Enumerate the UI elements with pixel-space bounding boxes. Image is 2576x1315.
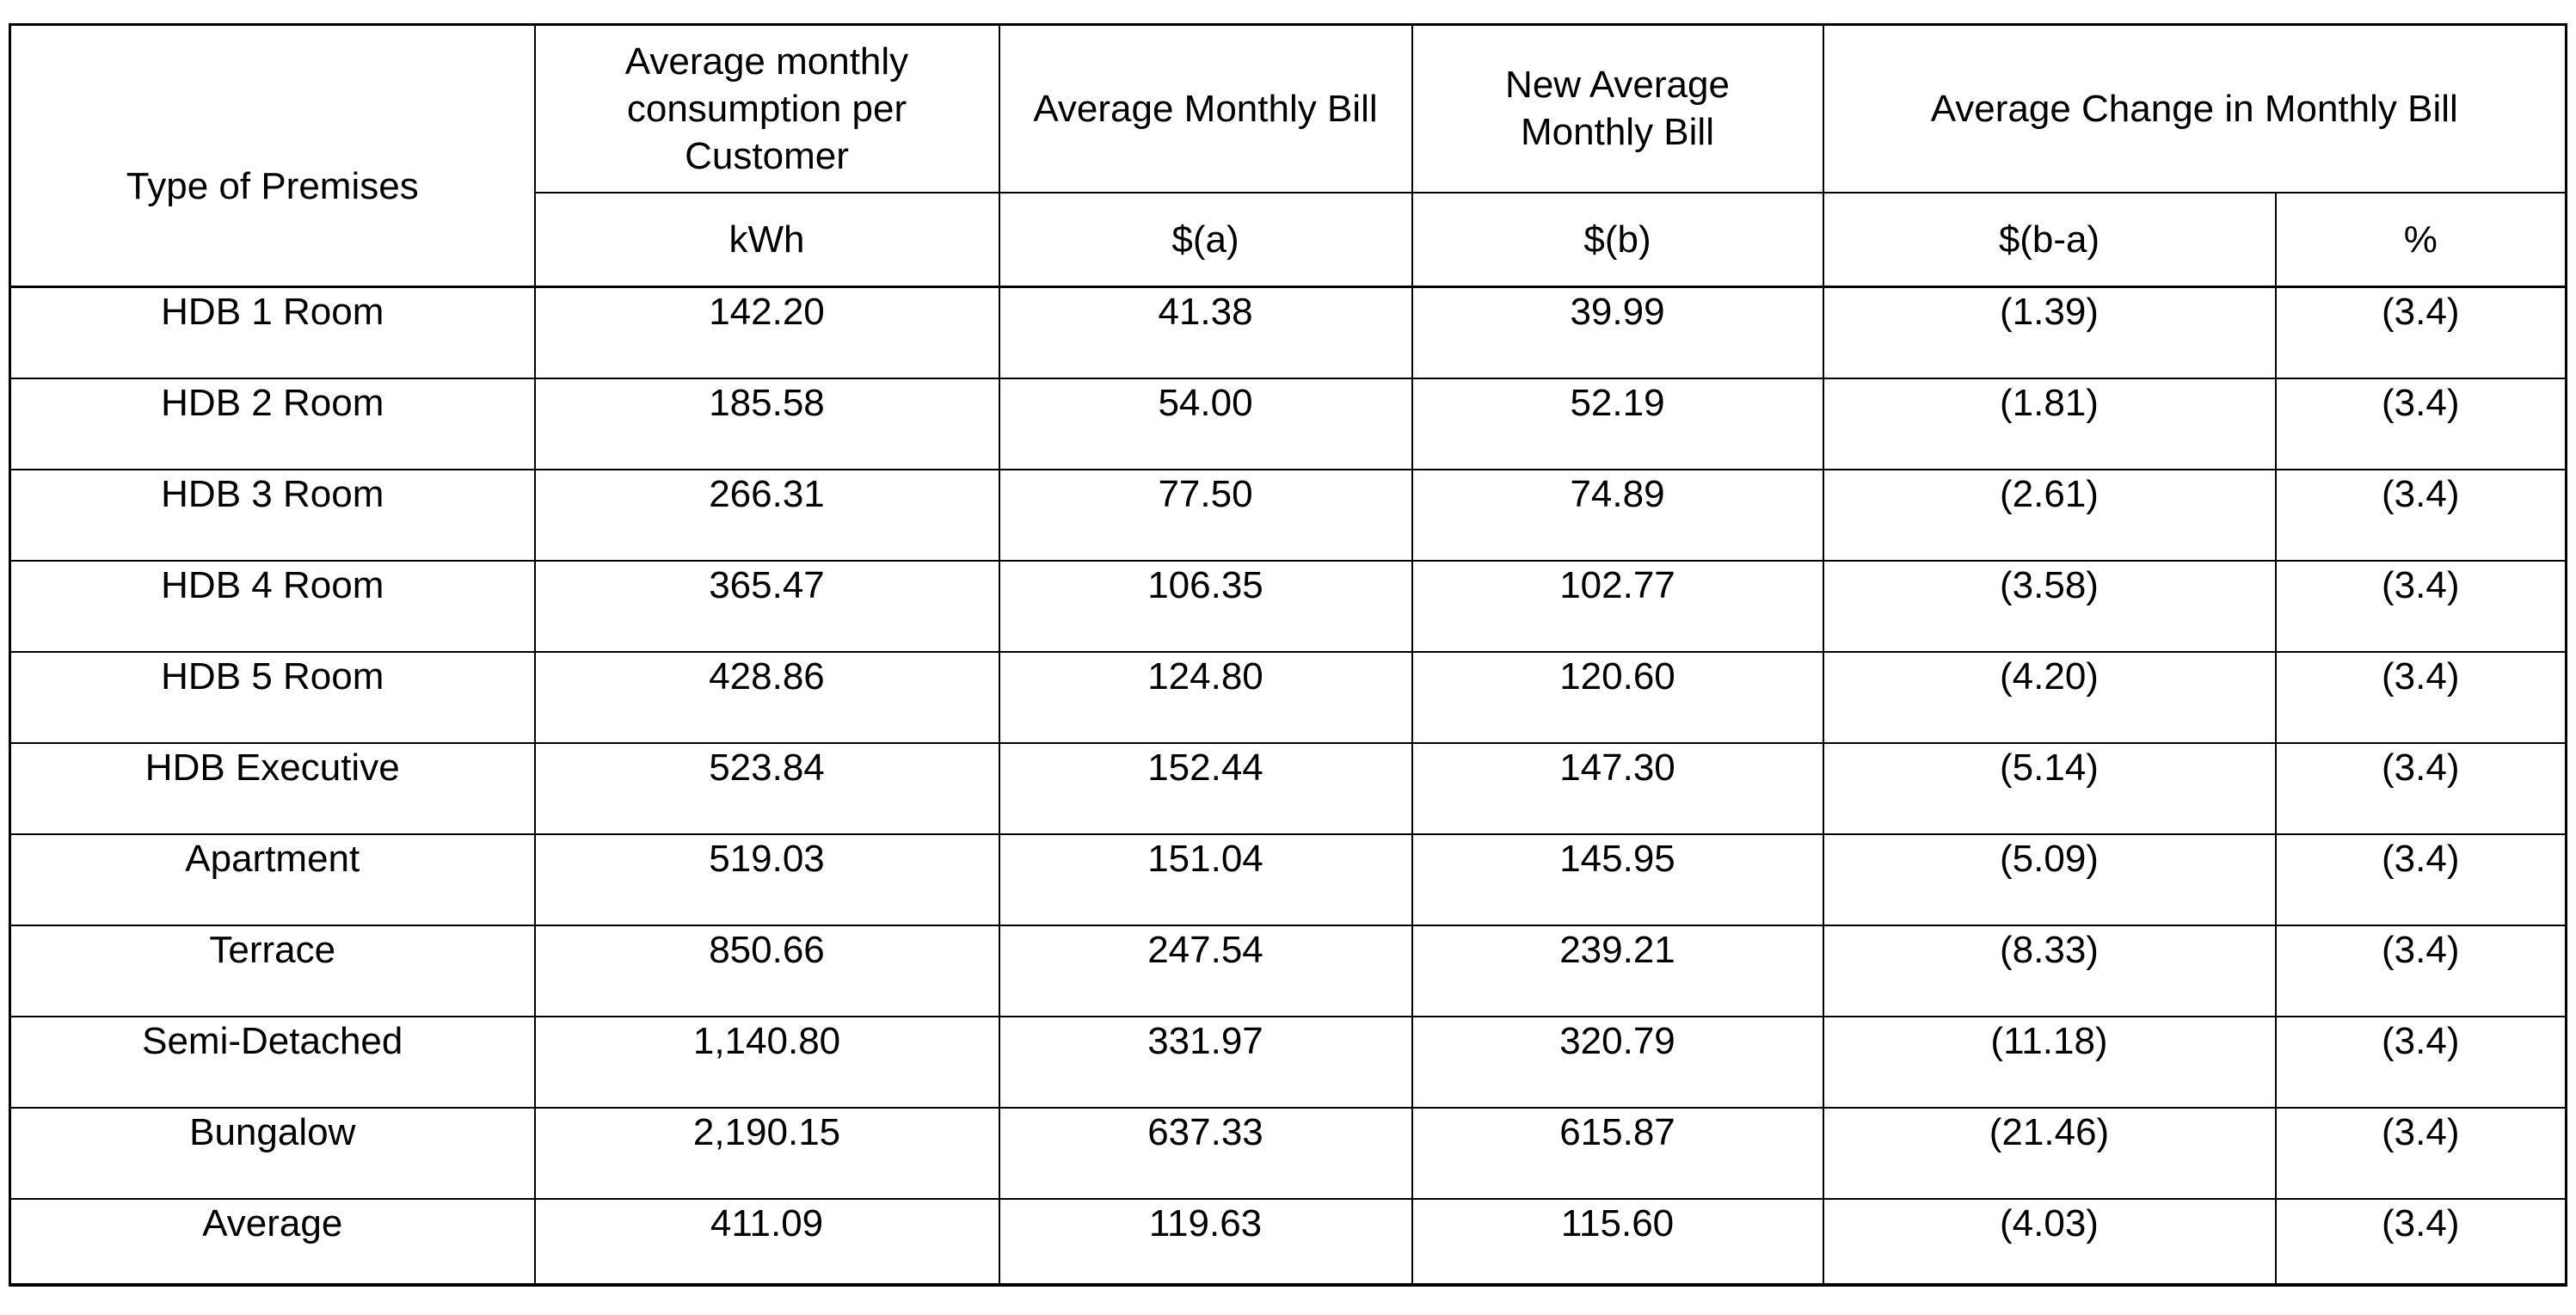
cell-premises: Average — [9, 1197, 536, 1286]
cell-bill-b: 120.60 — [1411, 650, 1824, 744]
cell-change-percent: (3.4) — [2274, 559, 2567, 653]
cell-change-dollar: (1.39) — [1822, 286, 2277, 379]
cell-kwh: 850.66 — [533, 924, 1000, 1017]
cell-change-dollar: (3.58) — [1822, 559, 2277, 653]
cell-bill-b: 74.89 — [1411, 468, 1824, 562]
cell-change-percent: (3.4) — [2274, 833, 2567, 926]
cell-bill-b: 102.77 — [1411, 559, 1824, 653]
cell-change-percent: (3.4) — [2274, 286, 2567, 379]
cell-kwh: 411.09 — [533, 1197, 1000, 1286]
cell-premises: HDB 1 Room — [9, 286, 536, 379]
cell-bill-a: 151.04 — [998, 833, 1413, 926]
table-header: Type of Premises Average monthly consump… — [9, 23, 2567, 288]
table-row-average: Average 411.09 119.63 115.60 (4.03) (3.4… — [9, 1197, 2567, 1286]
cell-kwh: 2,190.15 — [533, 1106, 1000, 1200]
table-row-hdb-1-room: HDB 1 Room 142.20 41.38 39.99 (1.39) (3.… — [9, 286, 2567, 379]
table-row-terrace: Terrace 850.66 247.54 239.21 (8.33) (3.4… — [9, 924, 2567, 1017]
cell-premises: Terrace — [9, 924, 536, 1017]
table-row-hdb-executive: HDB Executive 523.84 152.44 147.30 (5.14… — [9, 741, 2567, 835]
header-avg-monthly-bill: Average Monthly Bill — [998, 23, 1413, 194]
cell-change-dollar: (5.14) — [1822, 741, 2277, 835]
cell-premises: HDB 2 Room — [9, 377, 536, 470]
cell-bill-b: 115.60 — [1411, 1197, 1824, 1286]
cell-kwh: 185.58 — [533, 377, 1000, 470]
cell-premises: Apartment — [9, 833, 536, 926]
cell-bill-b: 39.99 — [1411, 286, 1824, 379]
cell-bill-a: 247.54 — [998, 924, 1413, 1017]
cell-kwh: 266.31 — [533, 468, 1000, 562]
table-row-hdb-2-room: HDB 2 Room 185.58 54.00 52.19 (1.81) (3.… — [9, 377, 2567, 470]
cell-premises: Bungalow — [9, 1106, 536, 1200]
cell-change-dollar: (2.61) — [1822, 468, 2277, 562]
cell-change-percent: (3.4) — [2274, 924, 2567, 1017]
cell-kwh: 142.20 — [533, 286, 1000, 379]
cell-bill-a: 119.63 — [998, 1197, 1413, 1286]
cell-change-dollar: (8.33) — [1822, 924, 2277, 1017]
cell-bill-a: 637.33 — [998, 1106, 1413, 1200]
cell-bill-a: 77.50 — [998, 468, 1413, 562]
cell-change-percent: (3.4) — [2274, 1197, 2567, 1286]
cell-change-dollar: (4.20) — [1822, 650, 2277, 744]
cell-change-percent: (3.4) — [2274, 1015, 2567, 1109]
cell-bill-b: 239.21 — [1411, 924, 1824, 1017]
table-row-hdb-4-room: HDB 4 Room 365.47 106.35 102.77 (3.58) (… — [9, 559, 2567, 653]
cell-bill-a: 331.97 — [998, 1015, 1413, 1109]
header-row-titles: Type of Premises Average monthly consump… — [9, 23, 2567, 288]
cell-change-dollar: (4.03) — [1822, 1197, 2277, 1286]
cell-bill-a: 124.80 — [998, 650, 1413, 744]
table-footer: Average 411.09 119.63 115.60 (4.03) (3.4… — [9, 1197, 2567, 1286]
subheader-dollar-b: $(b) — [1411, 191, 1824, 288]
table-row-hdb-5-room: HDB 5 Room 428.86 124.80 120.60 (4.20) (… — [9, 650, 2567, 744]
cell-kwh: 1,140.80 — [533, 1015, 1000, 1109]
cell-bill-a: 41.38 — [998, 286, 1413, 379]
subheader-dollar-a: $(a) — [998, 191, 1413, 288]
cell-change-percent: (3.4) — [2274, 377, 2567, 470]
cell-bill-a: 152.44 — [998, 741, 1413, 835]
header-row-units: kWh $(a) $(b) $(b-a) % — [10, 191, 2567, 288]
header-new-avg-monthly-bill: New Average Monthly Bill — [1411, 23, 1824, 194]
cell-bill-a: 54.00 — [998, 377, 1413, 470]
cell-kwh: 365.47 — [533, 559, 1000, 653]
cell-bill-b: 52.19 — [1411, 377, 1824, 470]
cell-change-dollar: (21.46) — [1822, 1106, 2277, 1200]
cell-kwh: 523.84 — [533, 741, 1000, 835]
cell-kwh: 428.86 — [533, 650, 1000, 744]
cell-bill-a: 106.35 — [998, 559, 1413, 653]
cell-change-dollar: (11.18) — [1822, 1015, 2277, 1109]
subheader-dollar-b-minus-a: $(b-a) — [1822, 191, 2277, 288]
cell-premises: HDB 5 Room — [9, 650, 536, 744]
table-body: HDB 1 Room 142.20 41.38 39.99 (1.39) (3.… — [9, 286, 2567, 1200]
header-avg-change: Average Change in Monthly Bill — [1822, 23, 2567, 194]
subheader-kwh: kWh — [533, 191, 1000, 288]
cell-bill-b: 615.87 — [1411, 1106, 1824, 1200]
table-row-semi-detached: Semi-Detached 1,140.80 331.97 320.79 (11… — [9, 1015, 2567, 1109]
header-type-of-premises: Type of Premises — [9, 23, 536, 288]
header-avg-consumption: Average monthly consumption per Customer — [533, 23, 1000, 194]
cell-premises: HDB 3 Room — [9, 468, 536, 562]
table-row-bungalow: Bungalow 2,190.15 637.33 615.87 (21.46) … — [9, 1106, 2567, 1200]
table-row-apartment: Apartment 519.03 151.04 145.95 (5.09) (3… — [9, 833, 2567, 926]
cell-premises: Semi-Detached — [9, 1015, 536, 1109]
cell-change-percent: (3.4) — [2274, 1106, 2567, 1200]
electricity-bill-table: Type of Premises Average monthly consump… — [9, 23, 2568, 1287]
subheader-percent: % — [2274, 191, 2567, 288]
cell-change-dollar: (5.09) — [1822, 833, 2277, 926]
cell-bill-b: 145.95 — [1411, 833, 1824, 926]
table-row-hdb-3-room: HDB 3 Room 266.31 77.50 74.89 (2.61) (3.… — [9, 468, 2567, 562]
cell-kwh: 519.03 — [533, 833, 1000, 926]
cell-change-percent: (3.4) — [2274, 741, 2567, 835]
cell-bill-b: 147.30 — [1411, 741, 1824, 835]
cell-premises: HDB 4 Room — [9, 559, 536, 653]
cell-change-dollar: (1.81) — [1822, 377, 2277, 470]
cell-change-percent: (3.4) — [2274, 468, 2567, 562]
cell-bill-b: 320.79 — [1411, 1015, 1824, 1109]
cell-premises: HDB Executive — [9, 741, 536, 835]
cell-change-percent: (3.4) — [2274, 650, 2567, 744]
